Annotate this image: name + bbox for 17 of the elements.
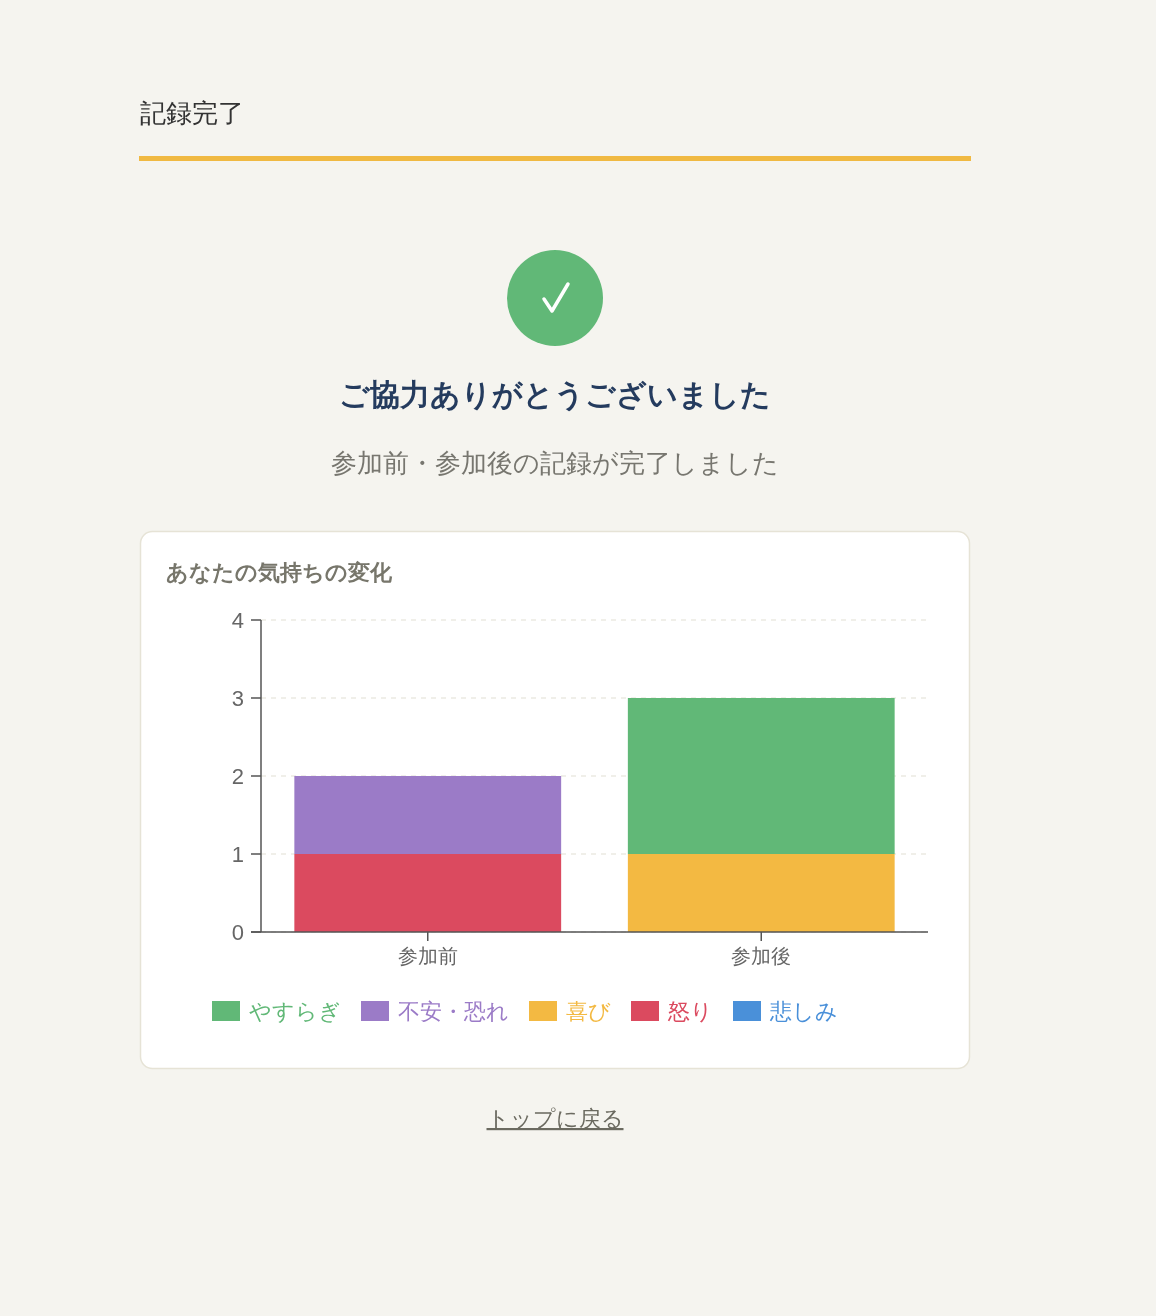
chart-title: あなたの気持ちの変化 — [166, 560, 393, 585]
legend-label: 喜び — [566, 999, 611, 1024]
text: 参加前・参加後の記録が完了しました — [331, 448, 779, 478]
y-tick-label: 4 — [231, 608, 244, 633]
text: 記録完了 — [140, 98, 244, 128]
text: トップに戻る — [486, 1106, 624, 1131]
y-tick-label: 1 — [231, 842, 244, 867]
legend-label: やすらぎ — [249, 999, 341, 1024]
text: ご協力ありがとうございました — [339, 378, 771, 412]
legend-label: 悲しみ — [769, 999, 838, 1024]
legend-label: 不安・恐れ — [398, 999, 509, 1024]
legend-label: 怒り — [667, 999, 713, 1024]
x-tick-label: 参加前 — [397, 945, 458, 967]
y-tick-label: 3 — [231, 686, 244, 711]
x-tick-label: 参加後 — [731, 945, 792, 967]
y-tick-label: 2 — [231, 764, 244, 789]
y-tick-label: 0 — [231, 920, 244, 945]
